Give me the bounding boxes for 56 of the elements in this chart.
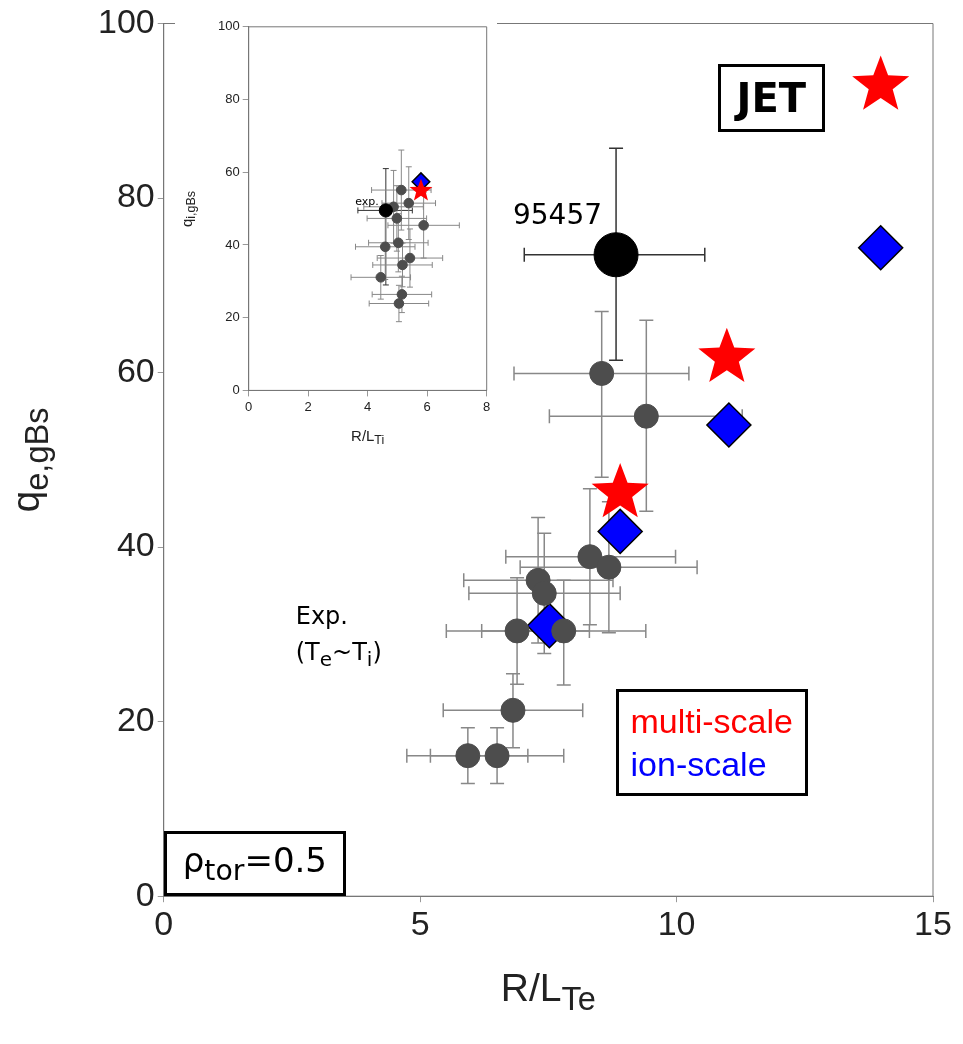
- y-tick-label: 60: [225, 163, 240, 179]
- point: [706, 402, 752, 448]
- y-tick-label: 40: [225, 236, 240, 252]
- point: [455, 743, 481, 769]
- point: [403, 197, 415, 209]
- annotation: exp.: [355, 194, 379, 208]
- point: [577, 544, 603, 570]
- point: [857, 225, 904, 271]
- y-tick-label: 0: [135, 874, 155, 913]
- x-tick-label: 8: [483, 398, 491, 414]
- y-tick-label: 60: [116, 350, 155, 389]
- annotation: ρ$_{tor}$=0.5: [163, 831, 346, 897]
- point: [391, 213, 403, 224]
- y-tick-label: 20: [116, 700, 155, 739]
- point: [393, 237, 404, 249]
- point: [379, 241, 391, 253]
- x-tick-label: 2: [304, 398, 312, 414]
- annotation: 95457: [512, 198, 603, 232]
- y-tick-label: 0: [232, 381, 240, 397]
- point: [375, 272, 387, 283]
- text: multi-scale: [630, 701, 793, 743]
- x-tick-label: 5: [410, 903, 430, 942]
- point: [393, 298, 405, 309]
- point: [396, 289, 408, 300]
- x-tick-label: 0: [245, 398, 253, 414]
- x-tick-label: 4: [364, 398, 372, 414]
- y-tick-label: 80: [225, 91, 240, 107]
- x-tick-label: 10: [657, 903, 696, 942]
- text: ion-scale: [630, 743, 768, 785]
- point: [531, 580, 557, 606]
- x-axis-title: R/L$_{Te}$: [500, 965, 596, 1018]
- annotation: Exp. (T$_{e}$~T$_{i}$): [294, 600, 383, 673]
- point: [409, 178, 433, 201]
- annotation: JET: [717, 63, 825, 132]
- point: [596, 554, 622, 580]
- point: [418, 220, 429, 231]
- x-tick-label: 6: [423, 398, 431, 414]
- x-axis-title: R/L$_{Ti}$: [351, 426, 385, 448]
- point: [396, 184, 407, 196]
- y-tick-label: 100: [97, 1, 155, 40]
- y-tick-label: 20: [225, 309, 240, 325]
- point: [593, 232, 639, 278]
- x-tick-label: 15: [914, 903, 952, 942]
- point: [378, 203, 393, 218]
- y-tick-label: 100: [217, 18, 240, 34]
- point: [504, 618, 530, 644]
- point: [597, 508, 643, 555]
- y-tick-label: 80: [116, 176, 155, 215]
- y-tick-label: 40: [116, 525, 155, 564]
- point: [551, 618, 577, 644]
- point: [404, 252, 416, 264]
- point: [633, 403, 659, 429]
- point: [589, 360, 615, 386]
- point: [484, 743, 510, 769]
- point: [397, 259, 408, 271]
- point: [500, 697, 526, 723]
